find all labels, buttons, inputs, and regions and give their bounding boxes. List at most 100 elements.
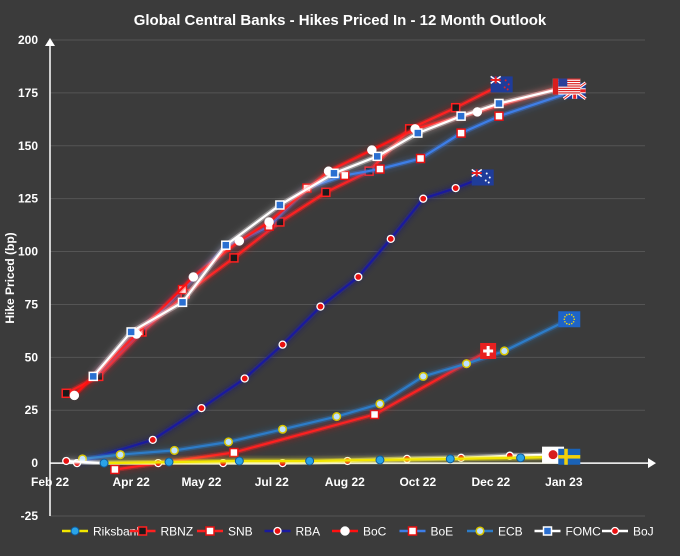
flag-eu-icon xyxy=(558,311,581,328)
y-tick-label: 50 xyxy=(25,350,39,364)
flag-star xyxy=(568,323,571,326)
series-snb xyxy=(110,348,490,475)
legend-item-boc: BoC xyxy=(332,525,387,539)
series-glow-boe xyxy=(91,88,576,379)
data-point-ecb xyxy=(461,359,472,369)
legend-item-ecb: ECB xyxy=(467,525,523,539)
data-point-fomc xyxy=(329,168,339,179)
data-point-rbnz xyxy=(321,187,331,198)
legend-swatch-marker xyxy=(70,526,80,536)
legend-label: Riksbank xyxy=(93,525,143,539)
data-point-rba xyxy=(386,234,395,244)
series-line-boe xyxy=(92,89,576,378)
legend-label: SNB xyxy=(228,525,253,539)
flag-star xyxy=(484,179,487,182)
series-fomc xyxy=(88,84,570,382)
data-point-boe xyxy=(456,128,466,138)
y-tick-label: 0 xyxy=(31,456,38,470)
flag-part xyxy=(558,83,581,85)
series-line-riksbank xyxy=(104,455,570,465)
y-axis-arrow xyxy=(45,38,55,46)
series-line-fomc xyxy=(92,85,570,378)
data-point-ecb xyxy=(332,412,342,422)
data-point-ecb xyxy=(169,445,179,455)
data-point-rba xyxy=(354,272,363,282)
y-tick-label: -25 xyxy=(21,509,39,523)
legend-item-rba: RBA xyxy=(264,525,320,539)
data-point-rba xyxy=(419,194,428,203)
data-point-snb xyxy=(110,464,120,475)
data-point-boe xyxy=(415,153,426,164)
data-point-fomc xyxy=(494,98,504,109)
x-tick-label: Jul 22 xyxy=(255,475,289,489)
flag-se-icon xyxy=(558,448,581,465)
data-point-riksbank xyxy=(445,454,455,464)
data-point-rba xyxy=(451,183,460,193)
legend-label: RBNZ xyxy=(161,525,194,539)
gridlines xyxy=(50,39,645,517)
data-point-fomc xyxy=(275,200,285,210)
flag-star xyxy=(565,314,568,316)
legend-item-rbnz: RBNZ xyxy=(129,525,194,539)
data-point-rba xyxy=(148,435,157,444)
legend-swatch-marker xyxy=(273,526,282,536)
x-tick-label: Oct 22 xyxy=(399,475,436,489)
y-tick-label: 125 xyxy=(18,192,38,206)
series-layer xyxy=(61,82,576,475)
legend-item-boe: BoE xyxy=(399,525,454,539)
data-point-ecb xyxy=(278,424,288,434)
data-point-riksbank xyxy=(305,456,315,466)
data-point-snb xyxy=(369,409,380,420)
flag-star xyxy=(565,322,568,325)
flag-star xyxy=(568,313,571,316)
data-point-ecb xyxy=(223,437,234,447)
data-point-snb xyxy=(229,447,239,458)
legend-swatch-marker xyxy=(542,526,553,536)
flag-star xyxy=(504,79,507,82)
data-point-fomc xyxy=(88,371,99,382)
data-point-fomc xyxy=(413,128,423,138)
flag-part xyxy=(483,349,494,353)
flag-part xyxy=(558,92,581,94)
flag-star xyxy=(488,176,491,179)
flag-us-icon xyxy=(558,78,581,95)
flag-star xyxy=(487,181,490,184)
legend-item-snb: SNB xyxy=(197,525,253,539)
flag-star xyxy=(507,83,510,86)
x-tick-label: Dec 22 xyxy=(471,475,510,489)
legend-label: BoE xyxy=(431,525,454,539)
flag-part xyxy=(558,78,568,87)
flag-nz-icon xyxy=(490,75,513,93)
y-tick-label: 150 xyxy=(18,139,38,153)
series-riksbank xyxy=(99,453,570,468)
flag-part xyxy=(558,80,581,82)
flag-star xyxy=(506,88,509,91)
x-tick-label: Aug 22 xyxy=(325,475,365,489)
flag-ch-icon xyxy=(480,342,497,359)
data-point-rba xyxy=(316,302,325,311)
series-rbnz xyxy=(61,82,503,399)
data-point-boc xyxy=(188,272,199,282)
data-point-riksbank xyxy=(234,456,244,466)
y-tick-label: 200 xyxy=(18,33,38,47)
flag-star xyxy=(572,315,575,318)
x-tick-label: Jan 23 xyxy=(545,475,583,489)
data-point-ecb xyxy=(375,399,385,409)
flag-star xyxy=(573,318,576,321)
data-point-riksbank xyxy=(99,458,109,468)
y-axis-label: Hike Priced (bp) xyxy=(3,232,17,323)
flag-part xyxy=(558,311,581,328)
flag-star xyxy=(563,318,566,321)
legend-label: BoC xyxy=(363,525,387,539)
data-point-fomc xyxy=(456,111,466,121)
flag-part xyxy=(490,78,501,81)
legend-item-riksbank: Riksbank xyxy=(62,525,143,539)
flag-star xyxy=(485,172,488,175)
y-tick-label: 175 xyxy=(18,86,38,100)
data-point-rbnz xyxy=(450,102,461,113)
data-point-fomc xyxy=(126,327,136,337)
flag-star xyxy=(572,320,575,323)
legend: Riksbank RBNZ SNB RBA BoC BoE ECB FOMC BoJ xyxy=(62,525,654,539)
legend-swatch-marker xyxy=(340,526,350,536)
